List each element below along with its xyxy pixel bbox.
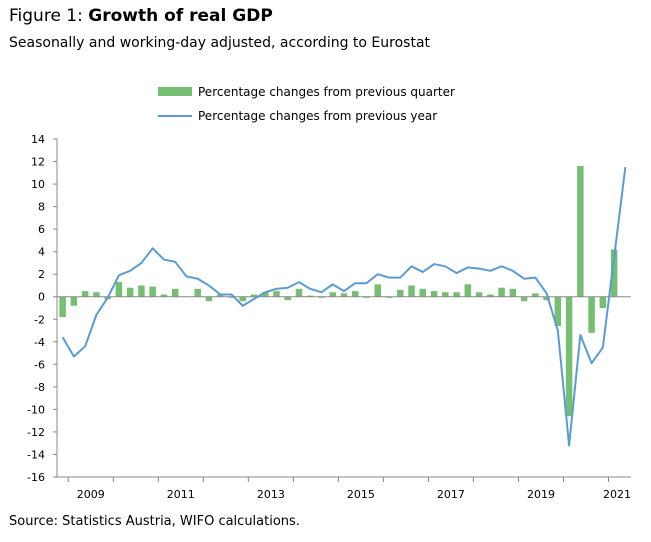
bar xyxy=(59,296,66,318)
axes xyxy=(56,139,631,478)
bar xyxy=(261,292,269,297)
bar xyxy=(554,296,562,327)
bar xyxy=(205,296,213,302)
line-series xyxy=(61,167,627,447)
bar xyxy=(228,296,235,298)
bar xyxy=(250,294,258,297)
x-axis-ticks: 2009 2011 2013 2015 2017 2019 2021 xyxy=(67,477,631,501)
bar xyxy=(498,287,505,297)
yoy-line xyxy=(61,167,627,447)
bar xyxy=(363,296,370,298)
bar xyxy=(374,284,382,297)
x-tick-label: 2011 xyxy=(167,488,195,501)
legend-line-label: Percentage changes from previous year xyxy=(198,109,437,123)
y-tick-label: -12 xyxy=(27,426,45,439)
bar xyxy=(520,296,528,302)
chart-title: Figure 1: Growth of real GDP xyxy=(9,6,273,26)
bar xyxy=(565,296,573,417)
bar xyxy=(397,289,404,297)
bar xyxy=(419,288,427,297)
bar xyxy=(442,292,449,297)
y-tick-label: -2 xyxy=(34,313,45,326)
legend: Percentage changes from previous quarter… xyxy=(158,85,455,123)
bar xyxy=(93,292,100,297)
x-tick-label: 2017 xyxy=(437,488,465,501)
bar xyxy=(351,291,359,297)
bar xyxy=(194,288,201,297)
bar xyxy=(610,249,618,297)
bar xyxy=(126,287,134,297)
x-tick-label: 2019 xyxy=(527,488,555,501)
bar xyxy=(81,291,89,297)
bar xyxy=(464,284,472,297)
y-tick-label: 14 xyxy=(31,133,45,146)
bar xyxy=(329,292,337,297)
bar xyxy=(149,286,156,297)
y-tick-label: -10 xyxy=(27,403,45,416)
x-tick-label: 2021 xyxy=(603,488,631,501)
bar xyxy=(487,294,494,297)
y-tick-label: -14 xyxy=(27,448,45,461)
bar xyxy=(115,282,123,297)
bar xyxy=(295,288,303,297)
legend-bar-label: Percentage changes from previous quarter xyxy=(198,85,455,99)
bar xyxy=(216,294,224,297)
bar xyxy=(273,291,280,297)
bar xyxy=(577,166,584,297)
bar xyxy=(138,285,145,297)
y-tick-label: -6 xyxy=(34,358,45,371)
chart-subtitle: Seasonally and working-day adjusted, acc… xyxy=(9,35,431,51)
bar xyxy=(284,296,291,301)
y-tick-label: 12 xyxy=(31,156,45,169)
y-tick-label: -4 xyxy=(34,336,45,349)
bar xyxy=(532,293,539,297)
x-tick-label: 2009 xyxy=(77,488,105,501)
bar xyxy=(239,296,246,302)
y-tick-label: 10 xyxy=(31,178,45,191)
bar xyxy=(543,296,550,301)
bar xyxy=(408,285,415,297)
bar xyxy=(509,288,517,297)
y-tick-label: -16 xyxy=(27,471,45,484)
x-tick-label: 2015 xyxy=(347,488,375,501)
chart-title-prefix: Figure 1: xyxy=(9,6,89,26)
bar xyxy=(306,295,314,297)
y-axis-ticks: 14 12 10 8 6 4 2 0 -2 -4 -6 -8 -10 -12 -14 -16 xyxy=(27,133,57,484)
y-tick-label: 0 xyxy=(38,291,45,304)
x-tick-label: 2013 xyxy=(257,488,285,501)
bar xyxy=(70,296,78,306)
bar xyxy=(385,296,393,298)
bar xyxy=(588,296,595,333)
bar xyxy=(340,293,348,297)
bar-series xyxy=(59,166,618,417)
y-tick-label: 4 xyxy=(38,246,45,259)
bar xyxy=(318,296,325,298)
source-note: Source: Statistics Austria, WIFO calcula… xyxy=(9,514,300,529)
y-tick-label: -8 xyxy=(34,381,45,394)
y-tick-label: 8 xyxy=(38,201,45,214)
bar xyxy=(453,292,460,297)
bar xyxy=(171,288,179,297)
bar xyxy=(160,294,168,297)
bar xyxy=(430,291,438,297)
bar xyxy=(599,296,607,308)
legend-bar-swatch xyxy=(158,87,192,96)
y-tick-label: 2 xyxy=(38,268,45,281)
chart-title-main: Growth of real GDP xyxy=(88,6,273,26)
y-tick-label: 6 xyxy=(38,223,45,236)
bar xyxy=(475,292,483,297)
